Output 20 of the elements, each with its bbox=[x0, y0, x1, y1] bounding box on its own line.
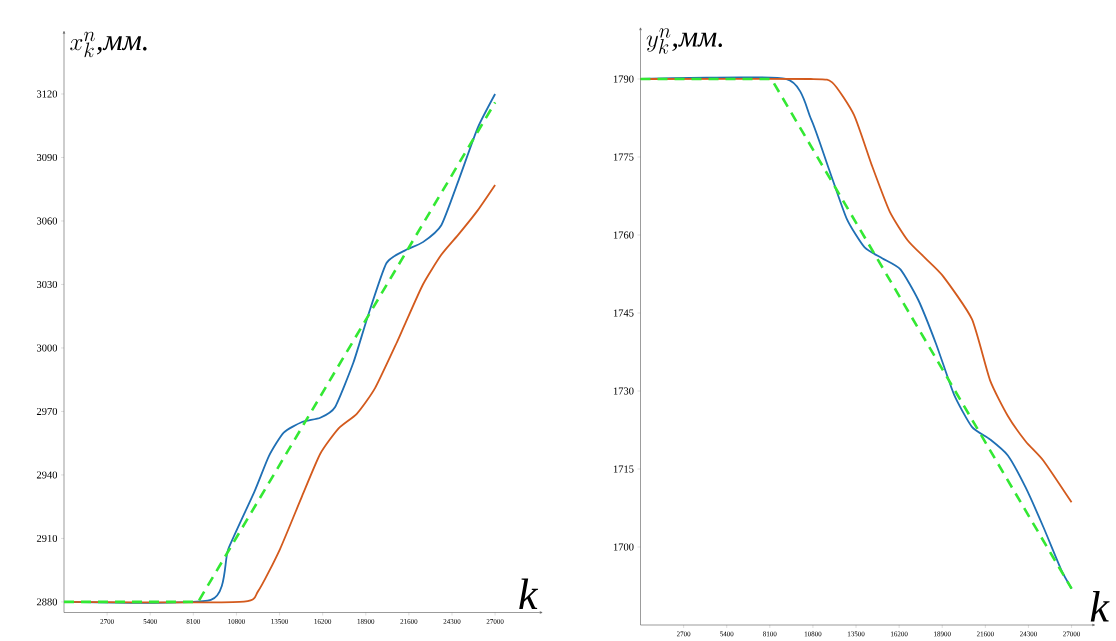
y-tick-label: 1730 bbox=[613, 387, 634, 395]
y-tick-label: 1790 bbox=[613, 75, 634, 83]
y-tick-label: 3000 bbox=[36, 344, 58, 352]
y-tick-label: 3060 bbox=[36, 217, 58, 225]
y-tick-label: 1715 bbox=[613, 465, 634, 473]
y-tick-label: 1760 bbox=[613, 231, 634, 239]
y-tick-label: 3120 bbox=[36, 90, 58, 98]
y-tick-label: 2970 bbox=[36, 407, 58, 415]
y-tick-label: 3030 bbox=[36, 280, 58, 289]
y-axis-title: $y_k^n\mbox{\itshape ,мм.}$ bbox=[646, 28, 722, 54]
x-axis-title: k bbox=[519, 578, 539, 609]
y-tick-label: 1745 bbox=[613, 309, 634, 317]
y-tick-label: 3090 bbox=[36, 153, 58, 162]
y-tick-label: 2940 bbox=[36, 471, 58, 479]
x-axis-title: k bbox=[1090, 590, 1110, 622]
y-tick-label: 2910 bbox=[36, 534, 58, 542]
y-tick-label: 1700 bbox=[613, 543, 634, 551]
y-tick-label: 2880 bbox=[36, 598, 58, 606]
y-tick-label: 1775 bbox=[613, 153, 634, 161]
y-axis-title: $x_k^n\mbox{\itshape ,мм.}$ bbox=[70, 31, 147, 58]
